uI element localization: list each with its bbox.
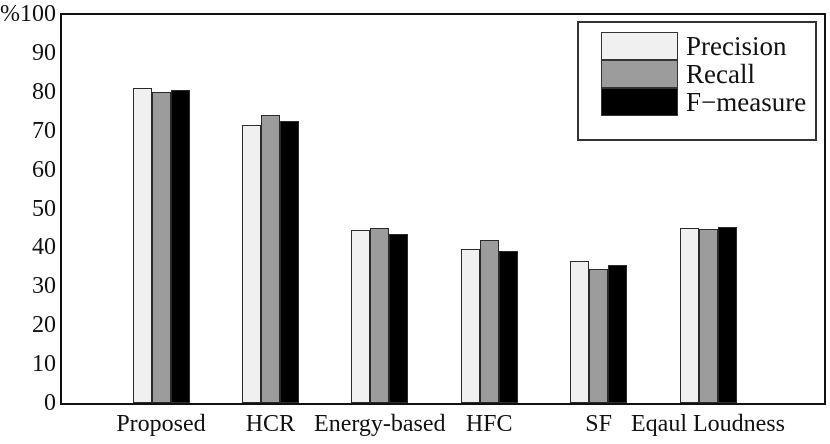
y-tick-label: 80: [32, 78, 56, 105]
x-tick-label: Energy-based: [314, 411, 446, 437]
legend-label-precision: Precision: [686, 31, 787, 61]
legend-swatch-precision: [601, 32, 678, 60]
y-tick-label: 40: [32, 234, 56, 261]
bar-precision-sf: [570, 261, 590, 403]
x-tick-label: SF: [585, 411, 612, 437]
bar-f-measure-proposed: [170, 89, 190, 403]
x-tick-label: HCR: [245, 411, 296, 437]
bar-precision-hcr: [241, 124, 261, 403]
bar-f-measure-energy-based: [389, 233, 409, 403]
x-tick-label: HFC: [465, 411, 513, 437]
bar-recall-sf: [589, 268, 609, 403]
legend-label-recall: Recall: [686, 59, 755, 89]
bar-precision-eqaul-loudness: [679, 227, 699, 403]
y-tick-label: 90: [32, 39, 56, 66]
y-tick-label: 10: [32, 351, 56, 378]
bar-recall-hcr: [260, 115, 280, 403]
legend-swatch-f-measure: [601, 88, 678, 116]
y-tick-label: 0: [44, 390, 56, 416]
y-tick-label: 50: [32, 195, 56, 222]
legend: Precision Recall F−measure: [577, 21, 817, 141]
bar-precision-hfc: [460, 249, 480, 403]
bar-precision-energy-based: [351, 229, 371, 403]
y-tick-label: 20: [32, 312, 56, 339]
x-tick-label: Proposed: [116, 411, 206, 437]
bar-recall-hfc: [479, 239, 499, 403]
bar-f-measure-eqaul-loudness: [717, 227, 737, 403]
x-tick-label: Eqaul Loudness: [631, 411, 785, 437]
bar-f-measure-sf: [608, 264, 628, 403]
bar-f-measure-hcr: [279, 120, 299, 403]
y-tick-label: 70: [32, 117, 56, 144]
bar-f-measure-hfc: [498, 251, 518, 403]
legend-label-f-measure: F−measure: [686, 87, 807, 117]
bar-recall-energy-based: [370, 227, 390, 403]
y-tick-label: %100: [0, 1, 56, 27]
bar-recall-eqaul-loudness: [698, 228, 718, 403]
y-tick-label: 60: [32, 156, 56, 183]
legend-swatch-recall: [601, 60, 678, 88]
bar-precision-proposed: [132, 87, 152, 403]
y-tick-label: 30: [32, 273, 56, 300]
bar-recall-proposed: [151, 91, 171, 403]
